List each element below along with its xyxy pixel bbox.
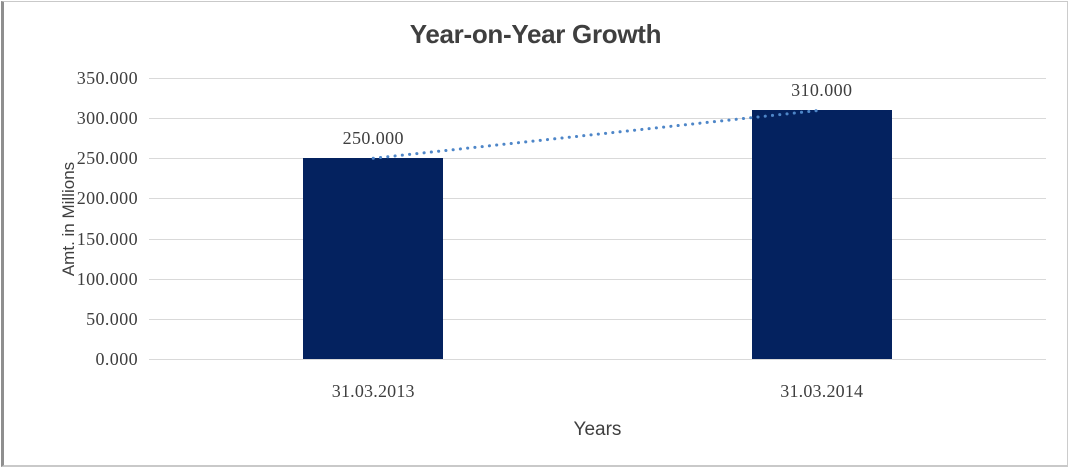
y-tick-label: 0.000	[95, 349, 138, 369]
gridline-50	[149, 318, 1046, 320]
y-tick-label: 100.000	[76, 268, 138, 289]
gridline-350	[149, 78, 1046, 79]
plot-area	[149, 78, 1046, 360]
bar-31.03.2014	[751, 110, 892, 359]
data-label: 310.000	[791, 80, 853, 101]
gridline-150	[149, 238, 1046, 240]
x-tick-label: 31.03.2014	[780, 381, 864, 401]
y-tick-label: 250.000	[76, 148, 138, 169]
gridline-300	[149, 118, 1046, 120]
gridline-0	[149, 359, 1046, 360]
data-label: 250.000	[342, 128, 404, 149]
gridline-250	[149, 158, 1046, 160]
y-tick-label: 200.000	[76, 188, 138, 209]
x-tick-label: 31.03.2013	[331, 381, 415, 401]
y-tick-label: 50.000	[86, 308, 138, 329]
gridline-100	[149, 278, 1046, 280]
x-axis-title: Years	[573, 419, 622, 440]
y-tick-label: 300.000	[76, 108, 138, 129]
y-tick-label: 150.000	[76, 228, 138, 249]
bar-31.03.2013	[303, 158, 444, 359]
chart-title: Year-on-Year Growth	[409, 19, 662, 49]
y-tick-label: 350.000	[76, 68, 138, 88]
gridline-200	[149, 198, 1046, 200]
